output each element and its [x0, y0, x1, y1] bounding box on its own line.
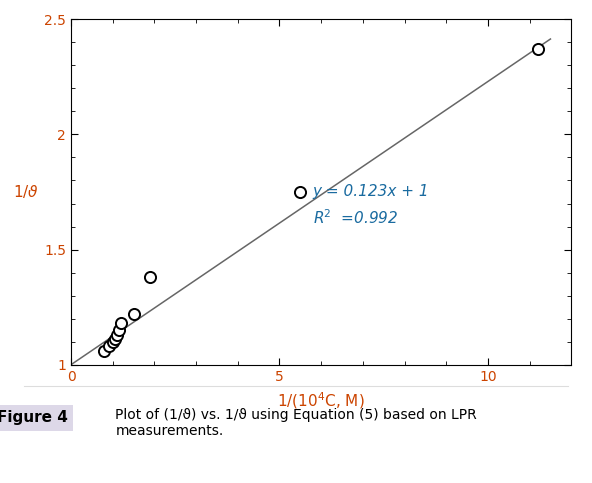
Point: [295, 188, 305, 196]
Point: [110, 336, 120, 343]
Text: Figure 4: Figure 4: [0, 410, 68, 426]
Point: [146, 273, 155, 281]
Point: [112, 331, 121, 339]
Point: [129, 310, 139, 318]
Text: R$^2$  =0.992: R$^2$ =0.992: [313, 208, 398, 227]
Point: [108, 338, 117, 345]
Point: [104, 342, 113, 350]
Point: [114, 327, 124, 334]
Text: y = 0.123x + 1: y = 0.123x + 1: [313, 184, 429, 199]
Point: [533, 45, 543, 53]
Point: [99, 347, 109, 355]
Point: [116, 319, 126, 327]
X-axis label: 1/(10$^4$C, M): 1/(10$^4$C, M): [277, 390, 365, 411]
Y-axis label: 1/$\vartheta$: 1/$\vartheta$: [13, 184, 39, 200]
Text: Plot of (1/ϑ) vs. 1/ϑ using Equation (5) based on LPR
measurements.: Plot of (1/ϑ) vs. 1/ϑ using Equation (5)…: [115, 408, 477, 439]
